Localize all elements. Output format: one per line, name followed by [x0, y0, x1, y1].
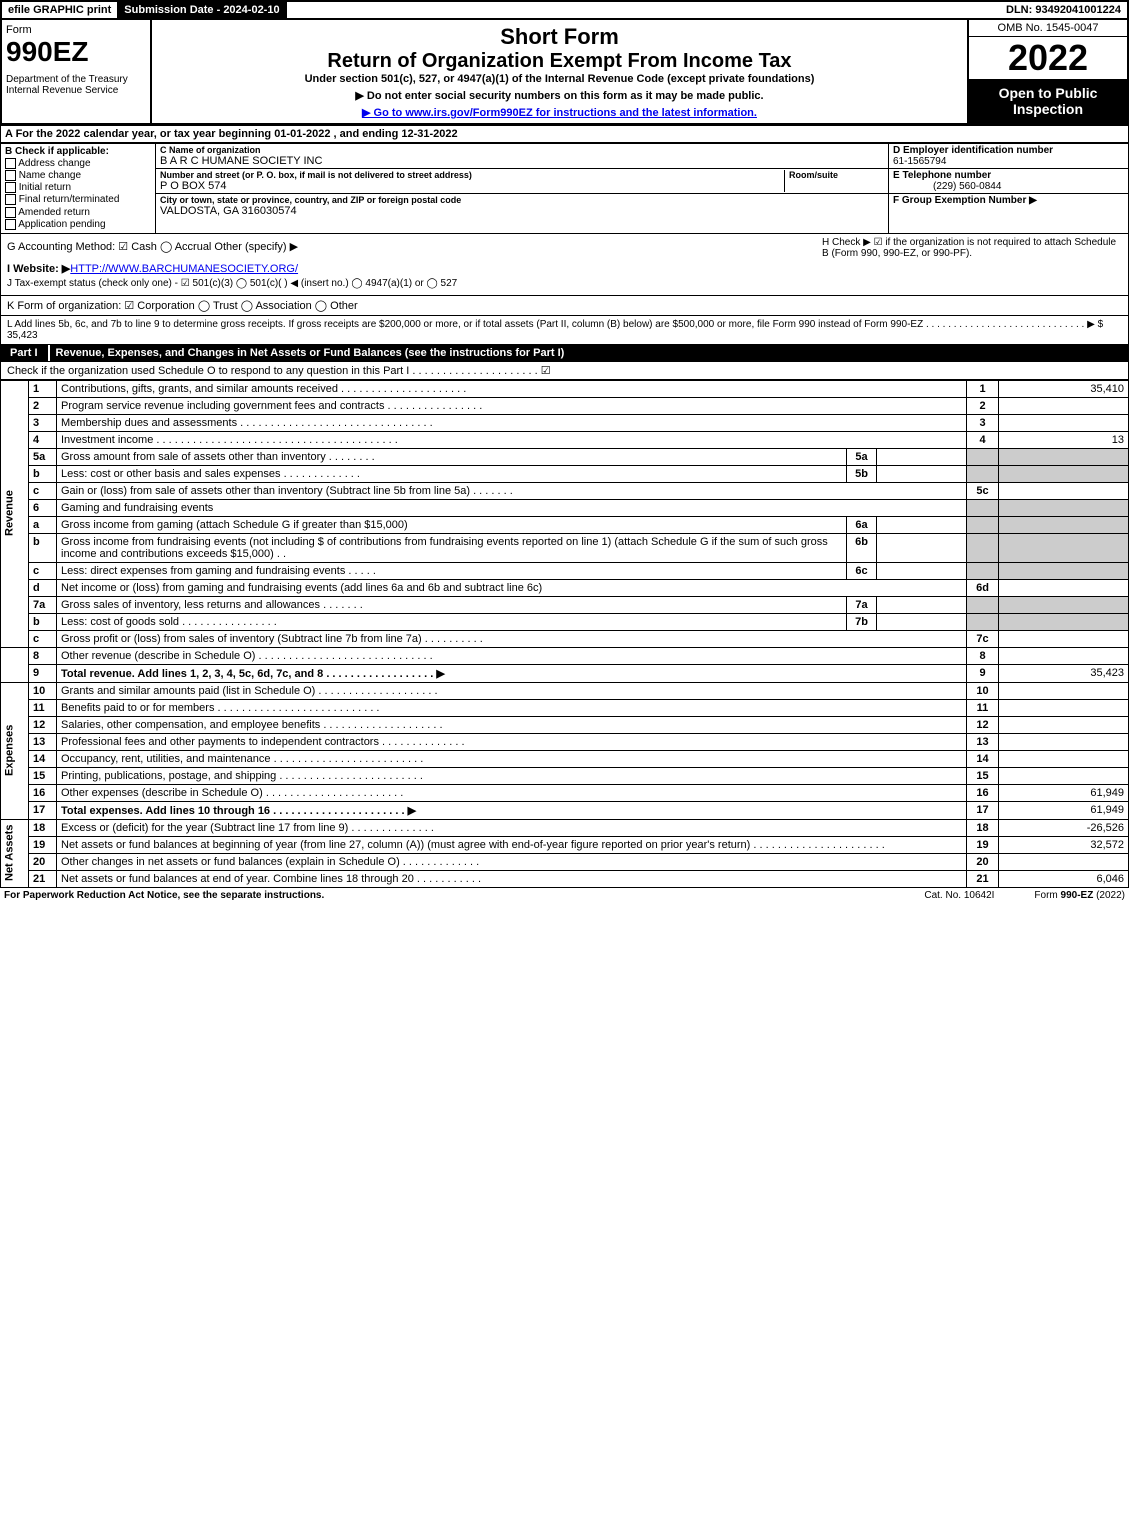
expenses-label: Expenses	[1, 682, 29, 819]
line-20-desc: Other changes in net assets or fund bala…	[57, 853, 967, 870]
section-def: D Employer identification number61-15657…	[888, 144, 1128, 233]
omb-number: OMB No. 1545-0047	[969, 20, 1127, 37]
line-15-desc: Printing, publications, postage, and shi…	[57, 767, 967, 784]
netassets-label: Net Assets	[1, 819, 29, 887]
line-2-desc: Program service revenue including govern…	[57, 397, 967, 414]
line-19-amt: 32,572	[999, 836, 1129, 853]
chk-amended-return[interactable]: Amended return	[5, 207, 151, 218]
line-11-desc: Benefits paid to or for members . . . . …	[57, 699, 967, 716]
chk-initial-return[interactable]: Initial return	[5, 182, 151, 193]
irs-link[interactable]: ▶ Go to www.irs.gov/Form990EZ for instru…	[362, 107, 757, 119]
short-form-title: Short Form	[160, 24, 959, 50]
form-ref: Form 990-EZ (2022)	[1034, 890, 1125, 901]
ein: 61-1565794	[893, 156, 946, 167]
line-4-amt: 13	[999, 431, 1129, 448]
part-i-title: Revenue, Expenses, and Changes in Net As…	[50, 345, 571, 361]
line-1-amt: 35,410	[999, 380, 1129, 397]
line-3-desc: Membership dues and assessments . . . . …	[57, 414, 967, 431]
org-name-label: C Name of organization	[160, 145, 884, 155]
part-i-tag: Part I	[0, 345, 50, 361]
city: VALDOSTA, GA 316030574	[160, 205, 884, 217]
line-h: H Check ▶ ☑ if the organization is not r…	[822, 237, 1122, 259]
line-5b-desc: Less: cost or other basis and sales expe…	[57, 465, 847, 482]
line-6-desc: Gaming and fundraising events	[57, 499, 967, 516]
section-c: C Name of organization B A R C HUMANE SO…	[156, 144, 888, 233]
line-21-desc: Net assets or fund balances at end of ye…	[57, 870, 967, 887]
section-ghij: G Accounting Method: ☑ Cash ◯ Accrual Ot…	[0, 234, 1129, 296]
chk-address-change[interactable]: Address change	[5, 158, 151, 169]
line-7b-desc: Less: cost of goods sold . . . . . . . .…	[57, 613, 847, 630]
phone-label: E Telephone number	[893, 170, 991, 181]
form-header: Form 990EZ Department of the Treasury In…	[0, 20, 1129, 125]
group-exemption-label: F Group Exemption Number ▶	[893, 195, 1037, 206]
part-i-check: Check if the organization used Schedule …	[0, 361, 1129, 380]
line-5a-desc: Gross amount from sale of assets other t…	[57, 448, 847, 465]
line-17-amt: 61,949	[999, 801, 1129, 819]
line-13-desc: Professional fees and other payments to …	[57, 733, 967, 750]
line-9-desc: Total revenue. Add lines 1, 2, 3, 4, 5c,…	[57, 664, 967, 682]
ein-label: D Employer identification number	[893, 145, 1053, 156]
form-subtitle: Under section 501(c), 527, or 4947(a)(1)…	[160, 73, 959, 85]
line-18-amt: -26,526	[999, 819, 1129, 836]
part-i-header: Part I Revenue, Expenses, and Changes in…	[0, 345, 1129, 361]
line-16-desc: Other expenses (describe in Schedule O) …	[57, 784, 967, 801]
line-g: G Accounting Method: ☑ Cash ◯ Accrual Ot…	[7, 240, 822, 256]
top-bar: efile GRAPHIC print Submission Date - 20…	[0, 0, 1129, 20]
tax-year: 2022	[969, 37, 1127, 79]
chk-final-return[interactable]: Final return/terminated	[5, 194, 151, 205]
line-14-desc: Occupancy, rent, utilities, and maintena…	[57, 750, 967, 767]
revenue-label: Revenue	[1, 380, 29, 647]
line-18-desc: Excess or (deficit) for the year (Subtra…	[57, 819, 967, 836]
lines-table: Revenue 1Contributions, gifts, grants, a…	[0, 380, 1129, 888]
line-12-desc: Salaries, other compensation, and employ…	[57, 716, 967, 733]
phone: (229) 560-0844	[893, 181, 1001, 192]
line-9-amt: 35,423	[999, 664, 1129, 682]
form-number: 990EZ	[6, 36, 146, 68]
line-6b-desc: Gross income from fundraising events (no…	[57, 533, 847, 562]
line-5c-desc: Gain or (loss) from sale of assets other…	[57, 482, 967, 499]
section-b: B Check if applicable: Address change Na…	[1, 144, 156, 233]
form-label: Form	[6, 24, 146, 36]
line-6a-desc: Gross income from gaming (attach Schedul…	[57, 516, 847, 533]
line-6c-desc: Less: direct expenses from gaming and fu…	[57, 562, 847, 579]
line-l: L Add lines 5b, 6c, and 7b to line 9 to …	[0, 316, 1129, 345]
line-21-amt: 6,046	[999, 870, 1129, 887]
city-label: City or town, state or province, country…	[160, 195, 884, 205]
line-7c-desc: Gross profit or (loss) from sales of inv…	[57, 630, 967, 647]
website-link-visible[interactable]: HTTP://WWW.BARCHUMANESOCIETY.ORG/	[70, 263, 298, 275]
section-bcd: B Check if applicable: Address change Na…	[0, 143, 1129, 234]
page-footer: For Paperwork Reduction Act Notice, see …	[0, 888, 1129, 903]
line-j: J Tax-exempt status (check only one) - ☑…	[7, 278, 1122, 289]
submission-date: Submission Date - 2024-02-10	[118, 2, 286, 18]
chk-name-change[interactable]: Name change	[5, 170, 151, 181]
dln: DLN: 93492041001224	[1000, 2, 1127, 18]
catalog-number: Cat. No. 10642I	[924, 890, 994, 901]
line-17-desc: Total expenses. Add lines 10 through 16 …	[57, 801, 967, 819]
ssn-warning: ▶ Do not enter social security numbers o…	[160, 89, 959, 102]
room-label: Room/suite	[789, 170, 884, 180]
line-19-desc: Net assets or fund balances at beginning…	[57, 836, 967, 853]
line-a: A For the 2022 calendar year, or tax yea…	[0, 125, 1129, 143]
line-4-desc: Investment income . . . . . . . . . . . …	[57, 431, 967, 448]
efile-label[interactable]: efile GRAPHIC print	[2, 2, 118, 18]
street: P O BOX 574	[160, 180, 784, 192]
line-1-desc: Contributions, gifts, grants, and simila…	[57, 380, 967, 397]
form-title: Return of Organization Exempt From Incom…	[160, 50, 959, 73]
line-16-amt: 61,949	[999, 784, 1129, 801]
street-label: Number and street (or P. O. box, if mail…	[160, 170, 784, 180]
paperwork-notice: For Paperwork Reduction Act Notice, see …	[4, 890, 324, 901]
line-8-desc: Other revenue (describe in Schedule O) .…	[57, 647, 967, 664]
department: Department of the Treasury Internal Reve…	[6, 74, 146, 96]
chk-application-pending[interactable]: Application pending	[5, 219, 151, 230]
b-label: B Check if applicable:	[5, 146, 151, 157]
line-10-desc: Grants and similar amounts paid (list in…	[57, 682, 967, 699]
line-6d-desc: Net income or (loss) from gaming and fun…	[57, 579, 967, 596]
line-k: K Form of organization: ☑ Corporation ◯ …	[0, 296, 1129, 316]
org-name: B A R C HUMANE SOCIETY INC	[160, 155, 884, 167]
open-public-badge: Open to Public Inspection	[969, 79, 1127, 123]
line-7a-desc: Gross sales of inventory, less returns a…	[57, 596, 847, 613]
